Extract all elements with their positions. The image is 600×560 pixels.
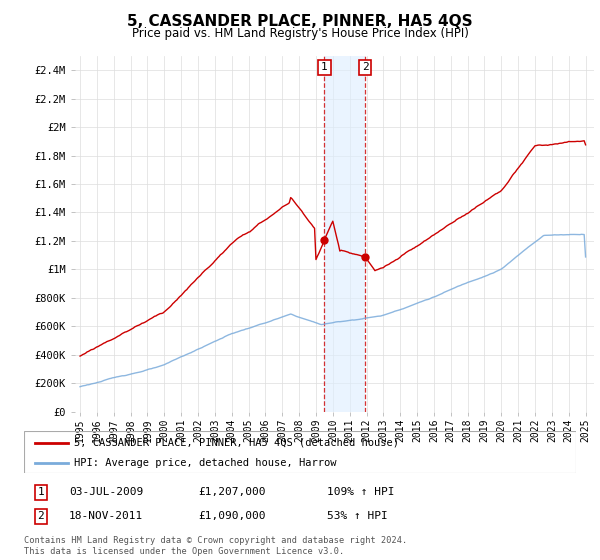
Text: £1,090,000: £1,090,000 bbox=[198, 511, 265, 521]
Text: £1,207,000: £1,207,000 bbox=[198, 487, 265, 497]
Text: 2: 2 bbox=[362, 62, 368, 72]
Text: 2: 2 bbox=[37, 511, 44, 521]
Text: 5, CASSANDER PLACE, PINNER, HA5 4QS: 5, CASSANDER PLACE, PINNER, HA5 4QS bbox=[127, 14, 473, 29]
Text: HPI: Average price, detached house, Harrow: HPI: Average price, detached house, Harr… bbox=[74, 458, 336, 468]
Text: 1: 1 bbox=[37, 487, 44, 497]
Text: Contains HM Land Registry data © Crown copyright and database right 2024.
This d: Contains HM Land Registry data © Crown c… bbox=[24, 536, 407, 556]
Bar bbox=[325, 56, 365, 412]
Text: 03-JUL-2009: 03-JUL-2009 bbox=[69, 487, 143, 497]
Text: Price paid vs. HM Land Registry's House Price Index (HPI): Price paid vs. HM Land Registry's House … bbox=[131, 27, 469, 40]
Text: 109% ↑ HPI: 109% ↑ HPI bbox=[327, 487, 395, 497]
Text: 5, CASSANDER PLACE, PINNER, HA5 4QS (detached house): 5, CASSANDER PLACE, PINNER, HA5 4QS (det… bbox=[74, 437, 398, 447]
Text: 1: 1 bbox=[321, 62, 328, 72]
Text: 18-NOV-2011: 18-NOV-2011 bbox=[69, 511, 143, 521]
Text: 53% ↑ HPI: 53% ↑ HPI bbox=[327, 511, 388, 521]
